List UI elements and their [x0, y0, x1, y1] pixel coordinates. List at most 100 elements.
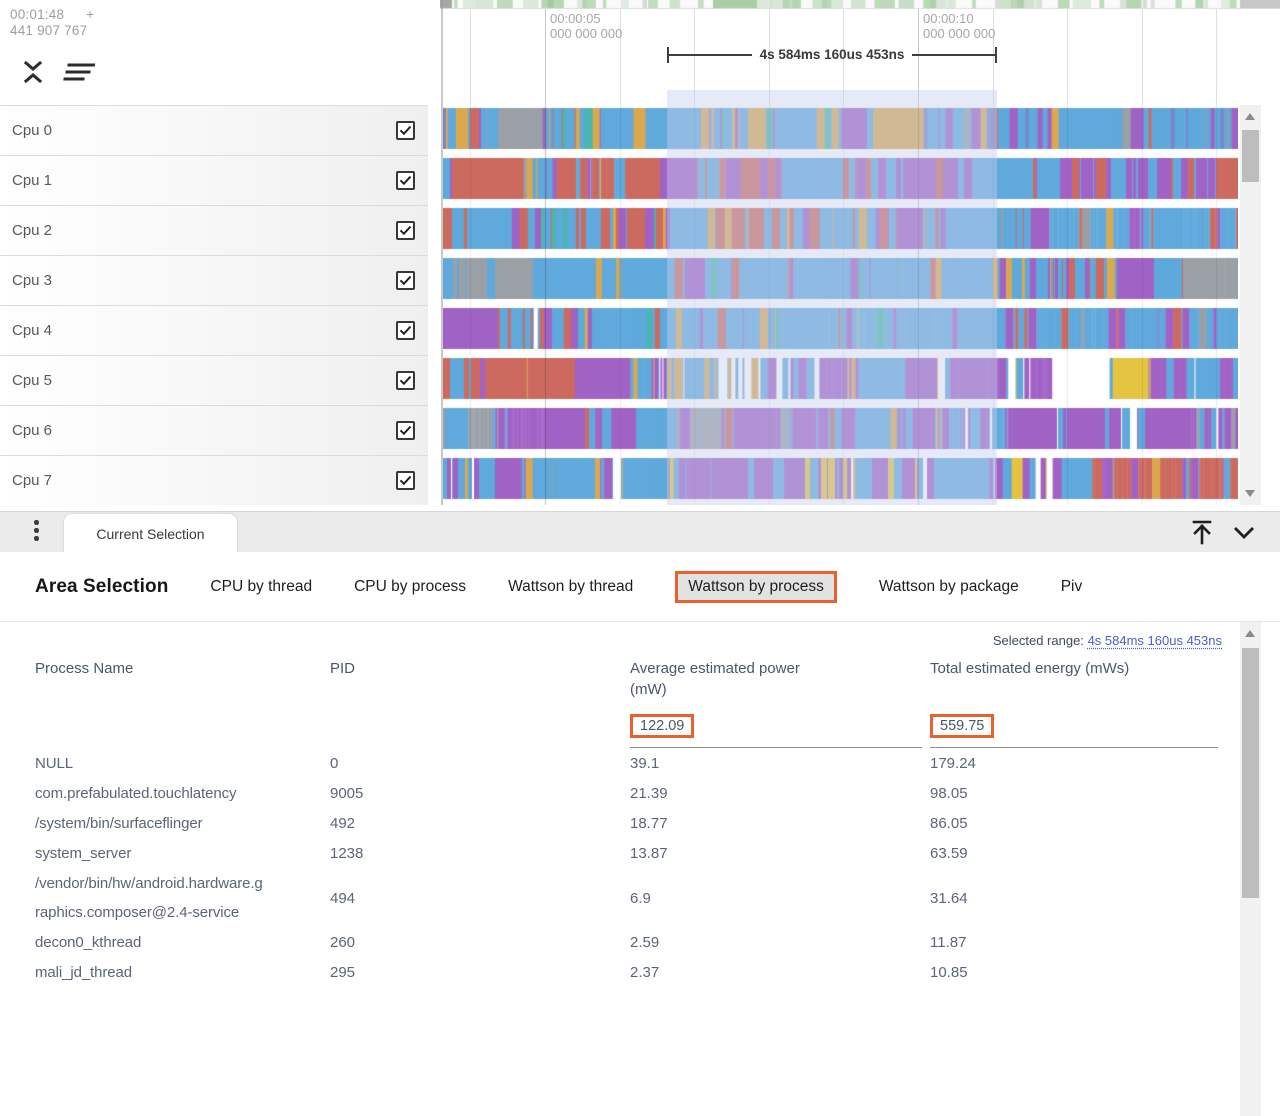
process-row[interactable]: /vendor/bin/hw/android.hardware.graphics…	[35, 869, 1280, 927]
process-row[interactable]: NULL 0 39.1 179.24	[35, 749, 1280, 778]
pid-cell: 260	[330, 934, 356, 951]
track-shelf-divider	[441, 0, 443, 505]
process-name-cell: decon0_kthread	[35, 934, 142, 951]
process-name-cell: system_server	[35, 845, 132, 862]
cpu-track-row: Cpu 6	[0, 405, 428, 455]
selected-range-link[interactable]: 4s 584ms 160us 453ns	[1087, 633, 1222, 648]
cpu-sched-timeline[interactable]	[443, 105, 1238, 505]
total-energy-cell: 98.05	[930, 785, 968, 802]
total-energy-cell: 31.64	[930, 889, 968, 907]
pid-cell: 1238	[330, 845, 364, 862]
trace-overview-minimap[interactable]	[440, 0, 1280, 9]
col-process-name: Process Name	[35, 660, 134, 677]
cpu-track-checkbox[interactable]	[396, 321, 415, 340]
pid-cell: 295	[330, 964, 356, 981]
col-avg-power: Average estimated power (mW)	[630, 660, 800, 698]
cpu-track-label: Cpu 2	[12, 222, 53, 239]
avg-power-cell: 18.77	[630, 815, 668, 832]
wattson-process-table: Process Name PID Average estimated power…	[35, 652, 1280, 987]
tracks-scrollbar[interactable]	[1240, 105, 1261, 505]
avg-power-cell: 13.87	[630, 845, 668, 862]
process-row[interactable]: /system/bin/surfaceflinger 492 18.77 86.…	[35, 809, 1280, 838]
sort-tracks-icon[interactable]	[63, 60, 96, 84]
cpu-track-checkbox[interactable]	[396, 471, 415, 490]
avg-power-cell: 21.39	[630, 785, 668, 802]
pid-cell: 0	[330, 755, 339, 772]
col-pid: PID	[330, 660, 356, 677]
process-row[interactable]: mali_jd_thread 295 2.37 10.85	[35, 958, 1280, 987]
panel-scrollbar[interactable]	[1240, 622, 1261, 1116]
panel-tab-cpu-by-process[interactable]: CPU by process	[354, 577, 467, 595]
cpu-track-checkbox[interactable]	[396, 171, 415, 190]
total-avg-power-value: 122.09	[630, 714, 695, 738]
track-header-toolbar	[22, 60, 96, 84]
total-energy-cell: 11.87	[930, 934, 967, 951]
cpu-track-row: Cpu 3	[0, 255, 428, 305]
cpu-track-label: Cpu 7	[12, 472, 53, 489]
panel-tab-piv[interactable]: Piv	[1060, 577, 1083, 595]
cpu-track-row: Cpu 1	[0, 155, 428, 205]
tab-label: Current Selection	[96, 525, 205, 542]
panel-scrollbar-thumb[interactable]	[1242, 648, 1259, 898]
total-energy-value: 559.75	[930, 714, 995, 738]
cpu-track-row: Cpu 0	[0, 105, 428, 155]
col-total-energy: Total estimated energy (mWs)	[930, 660, 1130, 677]
process-row[interactable]: system_server 1238 13.87 63.59	[35, 839, 1280, 868]
total-energy-cell: 86.05	[930, 815, 968, 832]
total-energy-cell: 10.85	[930, 964, 968, 981]
cpu-track-checkbox[interactable]	[396, 271, 415, 290]
origin-nanoseconds: 441 907 767	[10, 23, 88, 38]
cpu-track-label: Cpu 4	[12, 322, 53, 339]
collapse-panel-chevron-icon[interactable]	[1232, 519, 1256, 550]
cpu-track-checkbox[interactable]	[396, 371, 415, 390]
tab-current-selection[interactable]: Current Selection	[64, 514, 237, 553]
area-selection-tabs: Area Selection CPU by thread CPU by proce…	[0, 552, 1280, 622]
cpu-track-row: Cpu 4	[0, 305, 428, 355]
panel-tab-cpu-by-thread[interactable]: CPU by thread	[210, 577, 313, 595]
cpu-track-label: Cpu 5	[12, 372, 53, 389]
timeline-tick: 00:00:05 000 000 000	[550, 11, 623, 41]
cpu-track-checkbox[interactable]	[396, 421, 415, 440]
avg-power-cell: 2.37	[630, 964, 660, 981]
panel-tab-wattson-by-thread[interactable]: Wattson by thread	[508, 577, 634, 595]
pid-cell: 492	[330, 815, 356, 832]
process-row[interactable]: com.prefabulated.touchlatency 9005 21.39…	[35, 779, 1280, 808]
panel-title: Area Selection	[35, 575, 169, 597]
total-energy-cell: 559.75	[930, 714, 1218, 748]
total-energy-cell: 63.59	[930, 845, 968, 862]
cpu-track-row: Cpu 5	[0, 355, 428, 405]
process-row[interactable]: decon0_kthread 260 2.59 11.87	[35, 928, 1280, 957]
cpu-track-checkbox[interactable]	[396, 121, 415, 140]
panel-menu-icon[interactable]	[34, 520, 39, 541]
panel-tab-wattson-by-process[interactable]: Wattson by process	[675, 570, 837, 603]
avg-power-cell: 2.59	[630, 934, 660, 951]
cpu-track-label: Cpu 3	[12, 272, 53, 289]
process-name-cell: mali_jd_thread	[35, 964, 132, 981]
tracks-scrollbar-thumb[interactable]	[1242, 130, 1259, 182]
cpu-track-label: Cpu 6	[12, 422, 53, 439]
process-name-cell: /system/bin/surfaceflinger	[35, 815, 203, 832]
range-duration-label: 4s 584ms 160us 453ns	[759, 46, 905, 62]
dock-to-top-icon[interactable]	[1190, 519, 1214, 550]
panel-tab-wattson-by-package[interactable]: Wattson by package	[878, 577, 1019, 595]
avg-power-cell: 39.1	[630, 755, 660, 772]
track-shelf: Cpu 0 Cpu 1 Cpu 2 Cpu 3 Cpu 4 Cpu 5	[0, 105, 441, 505]
pid-cell: 9005	[330, 785, 364, 802]
origin-offset-sign: +	[86, 7, 95, 22]
cpu-track-row: Cpu 2	[0, 205, 428, 255]
origin-time: 00:01:48	[10, 7, 65, 22]
scroll-up-arrow-icon[interactable]	[1245, 630, 1255, 637]
scroll-up-arrow-icon[interactable]	[1245, 113, 1255, 120]
table-totals-row: 122.09 559.75	[35, 714, 1280, 748]
cpu-track-checkbox[interactable]	[396, 221, 415, 240]
cpu-track-row: Cpu 7	[0, 455, 428, 505]
selected-range-label: Selected range:	[992, 633, 1084, 648]
collapse-tracks-icon[interactable]	[22, 60, 44, 84]
table-header-row: Process Name PID Average estimated power…	[35, 652, 1280, 700]
scroll-down-arrow-icon[interactable]	[1245, 490, 1255, 497]
selected-range-note: Selected range: 4s 584ms 160us 453ns	[0, 622, 1280, 648]
area-selection-panel: Area Selection CPU by thread CPU by proce…	[0, 552, 1280, 1116]
timeline-origin-label: 00:01:48 + 441 907 767	[10, 7, 94, 39]
pid-cell: 494	[330, 889, 356, 907]
cpu-track-label: Cpu 1	[12, 172, 53, 189]
